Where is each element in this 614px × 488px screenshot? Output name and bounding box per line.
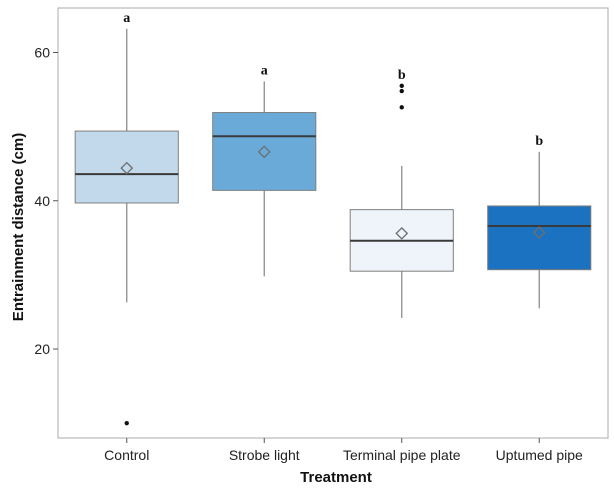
- x-tick-label: Uptumed pipe: [496, 447, 583, 463]
- mean-marker: [257, 145, 271, 159]
- box-group-2: Strobe light a: [212, 63, 317, 463]
- box-group-1: Control a: [74, 11, 179, 463]
- x-tick-label: Terminal pipe plate: [343, 447, 461, 463]
- y-tick-label: 60: [34, 44, 50, 60]
- mean-marker: [395, 226, 409, 240]
- outlier-point: [399, 83, 404, 89]
- plot-area: 20 40 60 Control a Strobe light a Terminal pipe…: [34, 7, 609, 463]
- box-iqr: [212, 112, 317, 191]
- box-group-3: Terminal pipe plate b: [343, 68, 461, 463]
- outlier-point: [399, 88, 404, 94]
- significance-letter: a: [123, 11, 130, 26]
- significance-letter: a: [261, 63, 268, 78]
- y-axis-title: Entrainment distance (cm): [10, 133, 27, 321]
- x-tick-label: Control: [104, 447, 149, 463]
- x-axis-title: Treatment: [300, 469, 372, 486]
- significance-letter: b: [535, 134, 543, 149]
- plot-frame: [57, 7, 609, 439]
- box-group-4: Uptumed pipe b: [487, 134, 592, 463]
- outlier-point: [124, 420, 129, 426]
- y-tick-label: 20: [34, 341, 50, 357]
- x-tick-label: Strobe light: [229, 447, 300, 463]
- mean-marker: [120, 161, 134, 175]
- outlier-point: [399, 105, 404, 110]
- y-tick-label: 40: [34, 193, 50, 209]
- box-iqr: [74, 130, 179, 204]
- significance-letter: b: [398, 68, 406, 83]
- mean-marker: [532, 226, 546, 240]
